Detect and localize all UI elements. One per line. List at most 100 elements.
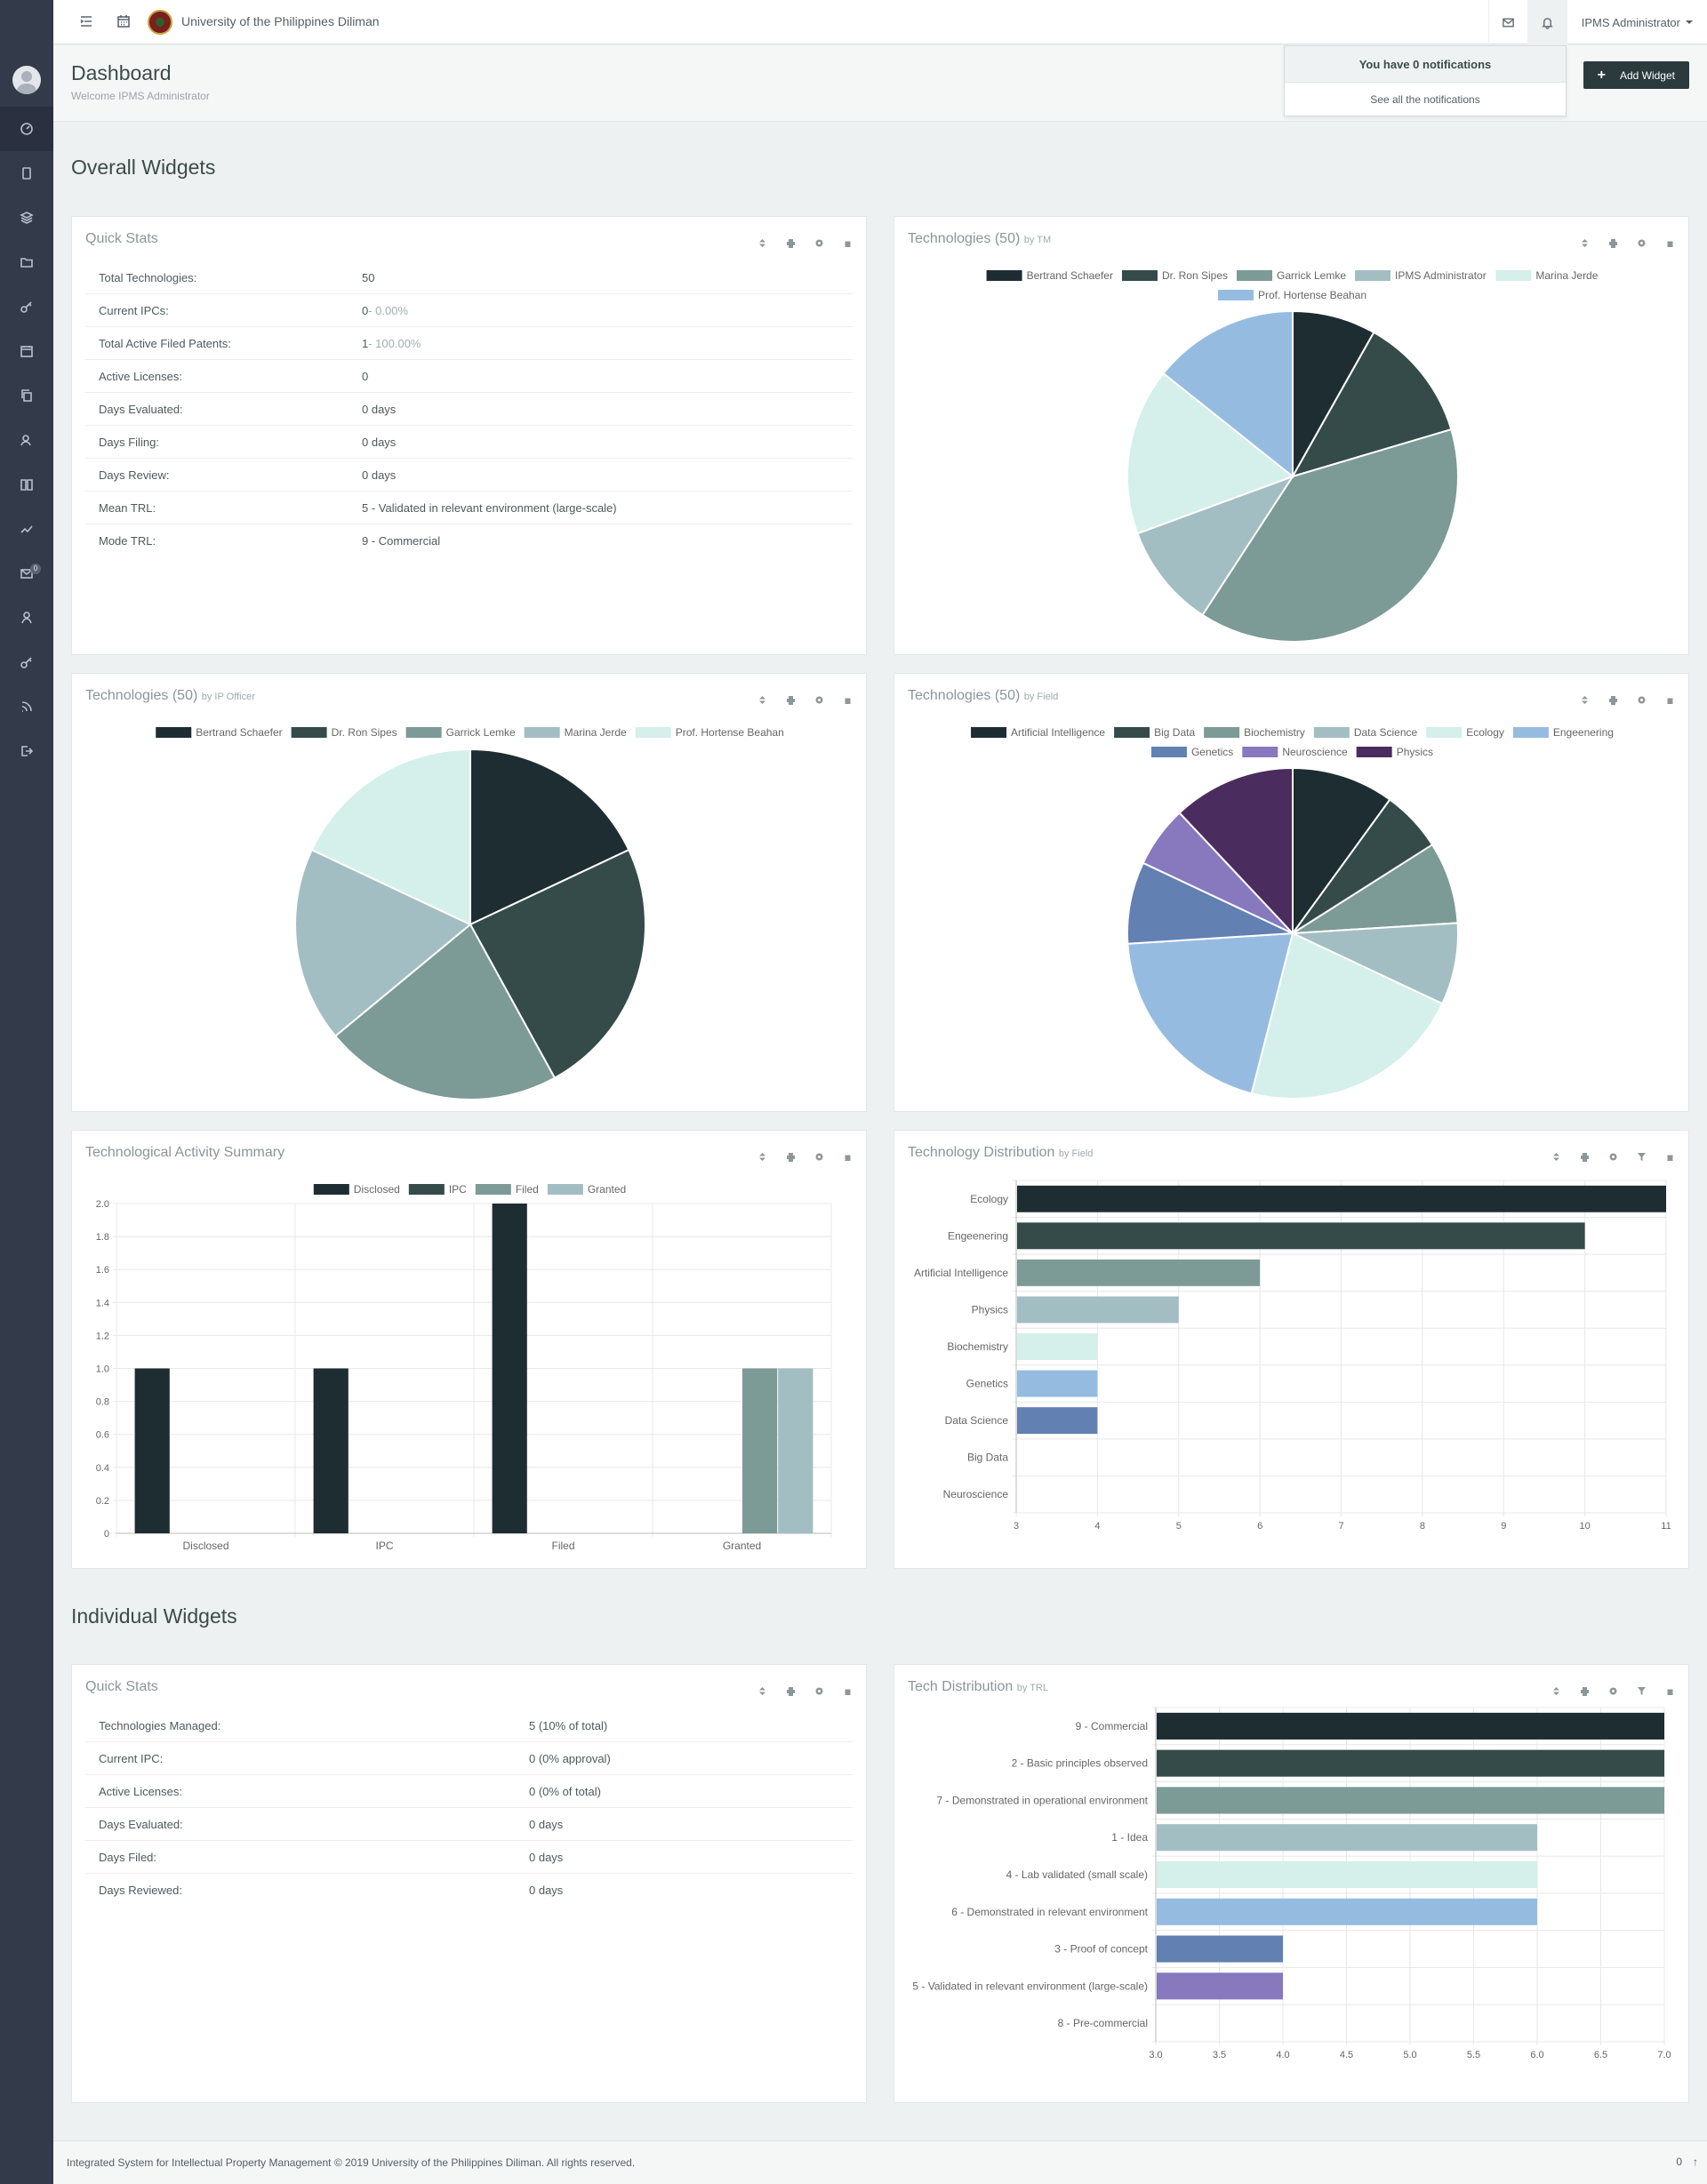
sidebar-item-book[interactable] bbox=[0, 462, 53, 507]
print-icon[interactable] bbox=[1607, 693, 1619, 706]
gear-icon[interactable] bbox=[813, 693, 825, 706]
legend-item[interactable]: Granted bbox=[547, 1183, 626, 1196]
legend-item[interactable]: Physics bbox=[1356, 746, 1433, 758]
pie-slice[interactable] bbox=[294, 848, 472, 1037]
brand-name[interactable]: University of the Philippines Diliman bbox=[181, 14, 380, 28]
sort-icon[interactable] bbox=[756, 1684, 768, 1697]
pie-slice[interactable] bbox=[1162, 309, 1294, 479]
print-icon[interactable] bbox=[784, 1150, 797, 1163]
legend-item[interactable]: Dr. Ron Sipes bbox=[1121, 269, 1228, 282]
bar[interactable] bbox=[1157, 1860, 1537, 1889]
legend-item[interactable]: Disclosed bbox=[313, 1183, 400, 1196]
bar[interactable] bbox=[134, 1368, 170, 1534]
pie-slice[interactable] bbox=[1250, 932, 1444, 1100]
bar[interactable] bbox=[492, 1204, 527, 1533]
add-widget-button[interactable]: + Add Widget bbox=[1583, 61, 1689, 89]
sort-icon[interactable] bbox=[756, 1150, 768, 1163]
gear-icon[interactable] bbox=[1635, 693, 1647, 706]
sort-icon[interactable] bbox=[1550, 1150, 1562, 1163]
pie-slice[interactable] bbox=[1126, 372, 1295, 535]
calendar-icon[interactable] bbox=[116, 13, 133, 31]
trash-icon[interactable] bbox=[1663, 693, 1676, 706]
back-to-top-icon[interactable]: ↑ bbox=[1693, 2156, 1698, 2168]
messages-button[interactable] bbox=[1487, 0, 1527, 44]
sidebar-item-copy[interactable] bbox=[0, 373, 53, 418]
legend-item[interactable]: Genetics bbox=[1150, 746, 1233, 758]
gear-icon[interactable] bbox=[1607, 1684, 1619, 1697]
legend-item[interactable]: Filed bbox=[475, 1183, 539, 1196]
bar[interactable] bbox=[1157, 1712, 1664, 1740]
bar[interactable] bbox=[1157, 1898, 1537, 1925]
sort-icon[interactable] bbox=[756, 693, 768, 706]
print-icon[interactable] bbox=[784, 1684, 797, 1697]
sort-icon[interactable] bbox=[1578, 693, 1591, 706]
bar[interactable] bbox=[1157, 1824, 1537, 1852]
gear-icon[interactable] bbox=[813, 236, 825, 249]
legend-item[interactable]: Big Data bbox=[1114, 726, 1195, 739]
gear-icon[interactable] bbox=[1607, 1150, 1619, 1163]
pie-slice[interactable] bbox=[469, 848, 646, 1079]
trash-icon[interactable] bbox=[1663, 1150, 1676, 1163]
legend-item[interactable]: Engeenering bbox=[1512, 726, 1614, 739]
bar[interactable] bbox=[313, 1368, 349, 1534]
pie-slice[interactable] bbox=[333, 923, 557, 1100]
bar[interactable] bbox=[1017, 1185, 1666, 1212]
pie-slice[interactable] bbox=[1126, 861, 1294, 945]
pie-slice[interactable] bbox=[1136, 475, 1295, 617]
bar[interactable] bbox=[1017, 1407, 1098, 1435]
legend-item[interactable]: Ecology bbox=[1426, 726, 1504, 739]
sidebar-item-trend[interactable] bbox=[0, 507, 53, 551]
trash-icon[interactable] bbox=[841, 236, 854, 249]
pie-slice[interactable] bbox=[1201, 428, 1459, 643]
trash-icon[interactable] bbox=[841, 1684, 854, 1697]
filter-icon[interactable] bbox=[1635, 1150, 1647, 1163]
pie-slice[interactable] bbox=[1292, 766, 1391, 937]
sidebar-item-rss[interactable] bbox=[0, 684, 53, 729]
sidebar-item-user[interactable] bbox=[0, 596, 53, 640]
legend-item[interactable]: Prof. Hortense Beahan bbox=[635, 726, 784, 739]
legend-item[interactable]: Dr. Ron Sipes bbox=[291, 726, 397, 739]
pie-slice[interactable] bbox=[1126, 932, 1294, 1095]
sidebar-item-tablet[interactable] bbox=[0, 151, 53, 196]
trash-icon[interactable] bbox=[1663, 1684, 1676, 1697]
menu-toggle-icon[interactable] bbox=[78, 13, 96, 31]
sort-icon[interactable] bbox=[1550, 1684, 1562, 1697]
print-icon[interactable] bbox=[1578, 1150, 1591, 1163]
sidebar-item-dashboard[interactable] bbox=[0, 107, 53, 151]
sort-icon[interactable] bbox=[1578, 236, 1591, 249]
print-icon[interactable] bbox=[784, 236, 797, 249]
bar[interactable] bbox=[1017, 1333, 1098, 1360]
pie-slice[interactable] bbox=[1292, 922, 1459, 1005]
legend-item[interactable]: Bertrand Schaefer bbox=[156, 726, 283, 739]
bar[interactable] bbox=[1157, 1749, 1664, 1777]
gear-icon[interactable] bbox=[1635, 236, 1647, 249]
sidebar-item-layers[interactable] bbox=[0, 196, 53, 240]
pie-slice[interactable] bbox=[1292, 843, 1459, 934]
see-all-notifications-link[interactable]: See all the notifications bbox=[1370, 93, 1480, 106]
legend-item[interactable]: Artificial Intelligence bbox=[971, 726, 1105, 739]
notifications-button[interactable] bbox=[1527, 0, 1567, 44]
sidebar-item-calendar[interactable] bbox=[0, 329, 53, 373]
bar[interactable] bbox=[1157, 1972, 1283, 2000]
legend-item[interactable]: Data Science bbox=[1313, 726, 1418, 739]
print-icon[interactable] bbox=[1578, 1684, 1591, 1697]
sidebar-item-mail[interactable]: 0 bbox=[0, 551, 53, 596]
bar[interactable] bbox=[1157, 1787, 1664, 1814]
trash-icon[interactable] bbox=[1663, 236, 1676, 249]
pie-slice[interactable] bbox=[1178, 766, 1294, 936]
filter-icon[interactable] bbox=[1635, 1684, 1647, 1697]
legend-item[interactable]: Marina Jerde bbox=[1495, 269, 1599, 282]
bar[interactable] bbox=[1157, 1935, 1283, 1963]
legend-item[interactable]: Neuroscience bbox=[1242, 746, 1348, 758]
gear-icon[interactable] bbox=[813, 1150, 825, 1163]
legend-item[interactable]: IPC bbox=[408, 1183, 467, 1196]
trash-icon[interactable] bbox=[841, 1150, 854, 1163]
user-menu[interactable]: IPMS Administrator bbox=[1566, 0, 1707, 44]
print-icon[interactable] bbox=[784, 693, 797, 706]
legend-item[interactable]: IPMS Administrator bbox=[1355, 269, 1487, 282]
print-icon[interactable] bbox=[1607, 236, 1619, 249]
legend-item[interactable]: Garrick Lemke bbox=[1237, 269, 1346, 282]
bar[interactable] bbox=[1017, 1222, 1585, 1250]
sidebar-item-logout[interactable] bbox=[0, 729, 53, 773]
legend-item[interactable]: Marina Jerde bbox=[524, 726, 627, 739]
